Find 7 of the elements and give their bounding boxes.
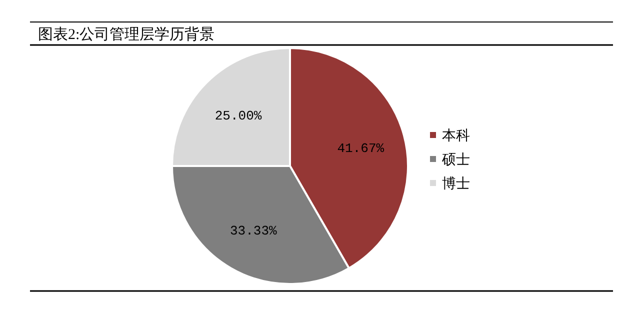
legend-label: 本科 <box>442 128 470 144</box>
chart-title: 图表2:公司管理层学历背景 <box>38 26 215 43</box>
data-label: 25.00% <box>214 108 262 124</box>
legend-label: 博士 <box>442 176 470 192</box>
data-label: 33.33% <box>230 223 278 238</box>
data-label: 41.67% <box>337 141 384 156</box>
legend-label: 硕士 <box>441 152 470 168</box>
